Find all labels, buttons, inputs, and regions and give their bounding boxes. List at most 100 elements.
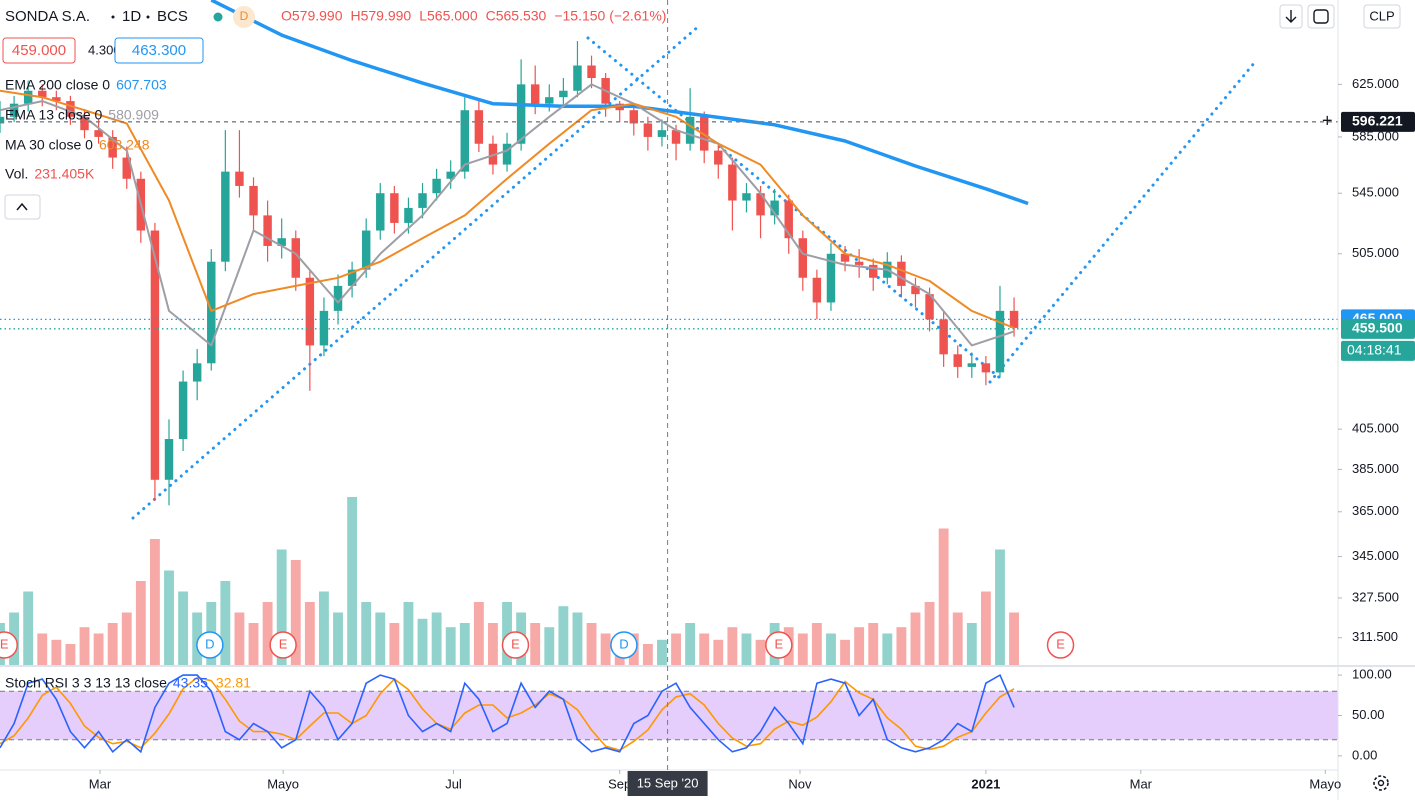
- volume-bar: [65, 644, 76, 665]
- candle-body: [347, 269, 357, 286]
- candle-body: [530, 84, 540, 104]
- y-tick-label: 327.500: [1352, 589, 1399, 604]
- trend-line[interactable]: [988, 60, 1257, 384]
- volume-bar: [347, 497, 358, 665]
- volume-bar: [896, 627, 907, 665]
- settings-icon-center: [1377, 779, 1385, 787]
- event-marker[interactable]: [196, 631, 224, 659]
- candle-body: [333, 285, 343, 311]
- y-tick-label: 311.500: [1352, 629, 1398, 644]
- add-button[interactable]: +: [1322, 111, 1333, 131]
- volume-bar: [741, 633, 752, 665]
- candle-body: [108, 136, 117, 158]
- price-label: 596.221: [1352, 113, 1403, 129]
- event-marker[interactable]: [765, 631, 793, 659]
- event-label: D: [619, 636, 628, 651]
- candle-body: [460, 110, 470, 172]
- event-marker[interactable]: [0, 631, 18, 659]
- arrow-icon: [1285, 10, 1297, 23]
- candle-body: [207, 261, 216, 364]
- candle-body: [432, 178, 441, 194]
- candle-body: [305, 277, 315, 346]
- candle-body: [657, 130, 667, 137]
- ask-box[interactable]: [114, 37, 204, 64]
- volume-bar: [1009, 612, 1019, 665]
- volume-bar: [797, 633, 808, 665]
- candle-body: [390, 193, 399, 223]
- volume-bar: [572, 612, 583, 665]
- ma-line: [210, 0, 1029, 206]
- legend-value: 607.703: [116, 77, 167, 93]
- volume-bar: [220, 581, 231, 665]
- volume-bar: [93, 633, 104, 665]
- volume-bar: [995, 549, 1005, 665]
- trend-line[interactable]: [586, 36, 1002, 380]
- volume-bar: [389, 623, 400, 665]
- currency-button[interactable]: [1363, 4, 1401, 29]
- volume-bar: [952, 612, 963, 665]
- settings-icon[interactable]: [1373, 775, 1389, 791]
- x-tick-label: Sep: [608, 776, 631, 791]
- candle-body: [418, 193, 427, 208]
- badge: D: [240, 9, 249, 23]
- event-label: D: [205, 636, 214, 651]
- legend-value: 580.909: [108, 107, 159, 123]
- y-tick-label: 385.000: [1352, 461, 1399, 476]
- stoch-name: Stoch RSI 3 3 13 13 close: [5, 675, 167, 691]
- volume-bar: [445, 627, 456, 665]
- stoch-tick-label: 100.00: [1352, 667, 1392, 682]
- candle-body: [446, 171, 455, 179]
- candle-body: [756, 193, 765, 216]
- market-status[interactable]: [213, 12, 223, 22]
- candle-body: [685, 116, 695, 144]
- ma-line: [0, 89, 1015, 329]
- auto-button[interactable]: [1307, 4, 1335, 29]
- volume-bar: [558, 606, 569, 665]
- volume-bar: [910, 612, 921, 665]
- volume-bar: [882, 633, 893, 665]
- volume-bar: [417, 618, 428, 665]
- candle-body: [319, 310, 329, 346]
- volume-bar: [403, 602, 414, 665]
- collapse-button[interactable]: [4, 194, 41, 220]
- candle-body: [728, 164, 737, 201]
- candle-body: [263, 215, 272, 246]
- volume-bar: [938, 528, 949, 665]
- price-label-box: [1341, 111, 1415, 132]
- trend-line[interactable]: [131, 23, 702, 520]
- volume-bar: [192, 612, 203, 665]
- volume-bar: [178, 591, 189, 665]
- volume-bar: [544, 627, 555, 665]
- event-marker[interactable]: [501, 631, 530, 659]
- stoch-band: [0, 691, 1338, 740]
- volume-bar: [811, 623, 822, 665]
- spread: 4.300: [88, 42, 121, 57]
- badge-bg[interactable]: [233, 6, 255, 28]
- chevron-icon: [16, 202, 28, 211]
- volume-bar: [502, 602, 512, 665]
- event-marker[interactable]: [269, 631, 297, 659]
- candle-body: [277, 238, 286, 246]
- bid-box[interactable]: [2, 37, 76, 64]
- ask: 463.300: [132, 42, 186, 59]
- ohlc-value: −15.150 (−2.61%): [554, 8, 666, 24]
- candle-body: [23, 90, 33, 104]
- volume-bar: [121, 612, 132, 665]
- volume-bar: [262, 602, 273, 665]
- candle-body: [178, 381, 188, 440]
- countdown: 04:18:41: [1347, 342, 1402, 358]
- y-tick-label: 625.000: [1352, 76, 1399, 91]
- event-marker[interactable]: [610, 631, 638, 659]
- candle-body: [516, 84, 526, 144]
- ohlc-value: L565.000: [419, 8, 478, 24]
- x-tick-label: Mar: [1130, 776, 1153, 791]
- candle-body: [854, 261, 864, 265]
- event-marker[interactable]: [1046, 631, 1075, 659]
- candle-body: [80, 116, 89, 131]
- stoch-k-value: 43.35: [173, 675, 208, 691]
- volume-bar: [966, 623, 977, 665]
- x-tick-label: 2021: [971, 776, 1000, 791]
- event-label: E: [1056, 636, 1065, 651]
